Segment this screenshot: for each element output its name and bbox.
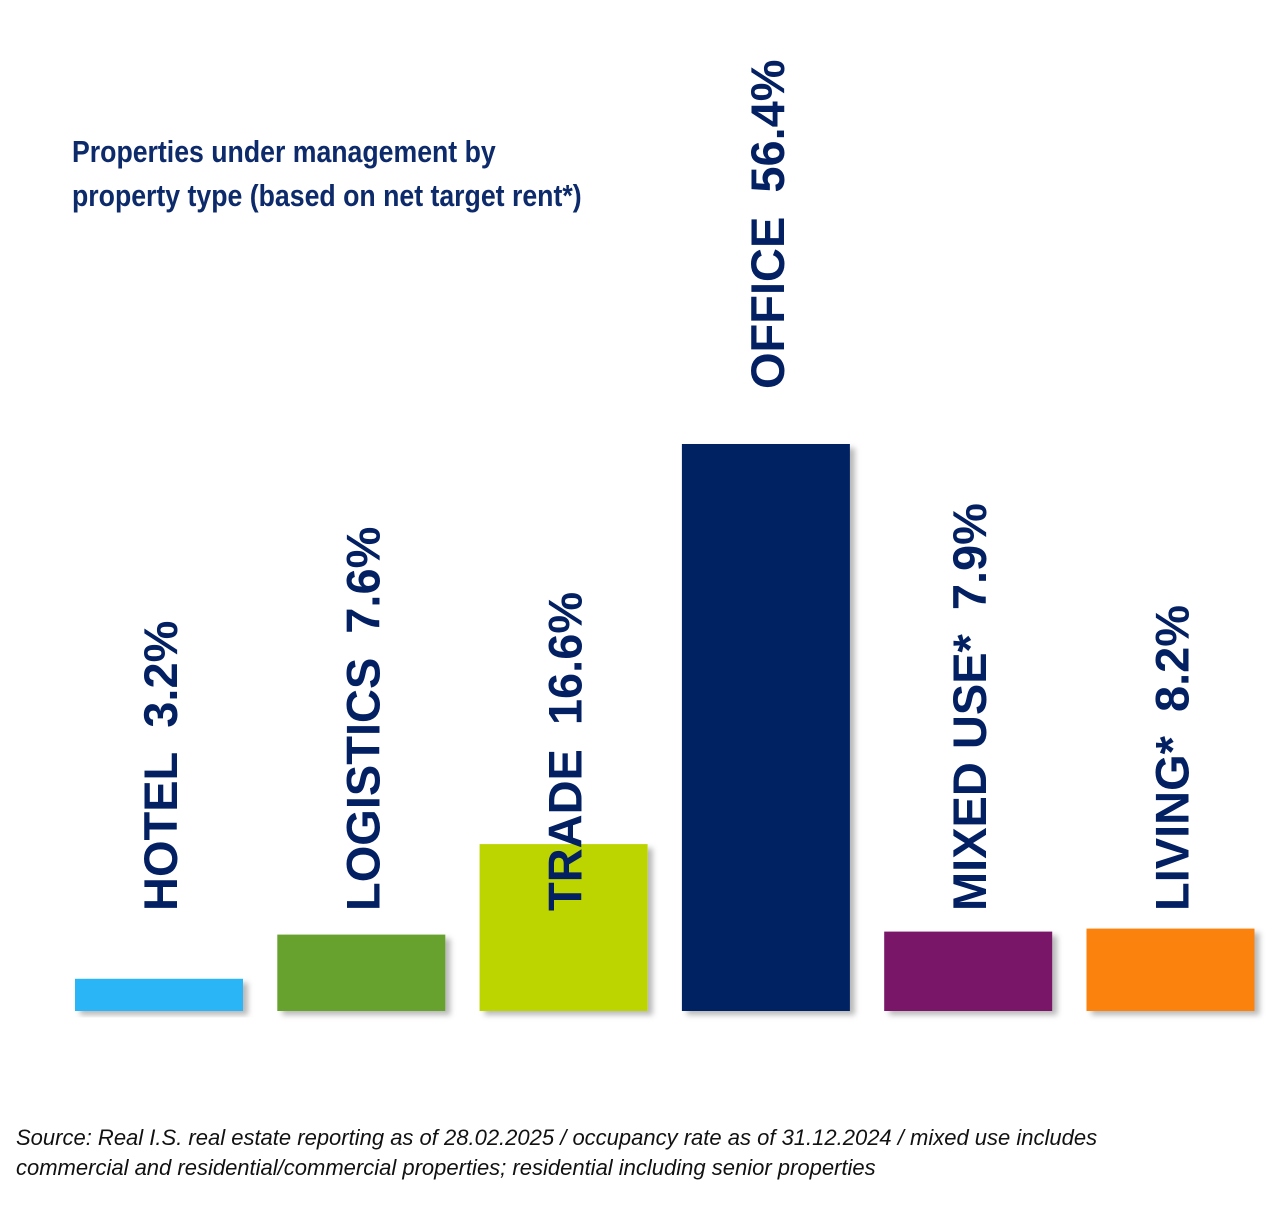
category-label: LIVING*	[1146, 735, 1199, 911]
bar-label-trade: TRADE 16.6%	[539, 592, 592, 911]
source-note-line-1: Source: Real I.S. real estate reporting …	[16, 1125, 1098, 1150]
value-label: 7.9%	[943, 503, 996, 610]
bar-office	[681, 444, 850, 1011]
value-label: 8.2%	[1146, 605, 1199, 712]
bar-label-mixed-use: MIXED USE* 7.9%	[943, 503, 996, 911]
bar-mixed-use	[884, 931, 1053, 1011]
bar-label-office: OFFICE 56.4%	[741, 59, 794, 389]
chart-title: Properties under management by property …	[72, 130, 622, 218]
category-label: LOGISTICS	[336, 658, 389, 911]
source-note-line-2: commercial and residential/commercial pr…	[16, 1155, 876, 1180]
bar-trade	[479, 844, 648, 1011]
value-label: 3.2%	[134, 621, 187, 728]
category-label: HOTEL	[134, 752, 187, 911]
category-label: OFFICE	[741, 217, 794, 389]
chart-title-line-2: property type (based on net target rent*…	[72, 178, 582, 213]
bar-labels-group: HOTEL 3.2% LOGISTICS 7.6% TRADE 16.6% OFFICE 56…	[134, 59, 1199, 911]
bar-living	[1086, 928, 1255, 1011]
bar-label-living: LIVING* 8.2%	[1146, 605, 1199, 911]
value-label: 16.6%	[539, 592, 592, 725]
bar-label-hotel: HOTEL 3.2%	[134, 621, 187, 911]
bar-label-logistics: LOGISTICS 7.6%	[336, 527, 389, 911]
chart-title-line-1: Properties under management by	[72, 134, 496, 169]
source-note: Source: Real I.S. real estate reporting …	[16, 1123, 1266, 1183]
value-label: 7.6%	[336, 527, 389, 634]
category-label: TRADE	[539, 749, 592, 911]
value-label: 56.4%	[741, 59, 794, 192]
bars-group	[75, 444, 1255, 1011]
bar-logistics	[277, 934, 446, 1011]
category-label: MIXED USE*	[943, 633, 996, 911]
bar-hotel	[75, 978, 243, 1011]
